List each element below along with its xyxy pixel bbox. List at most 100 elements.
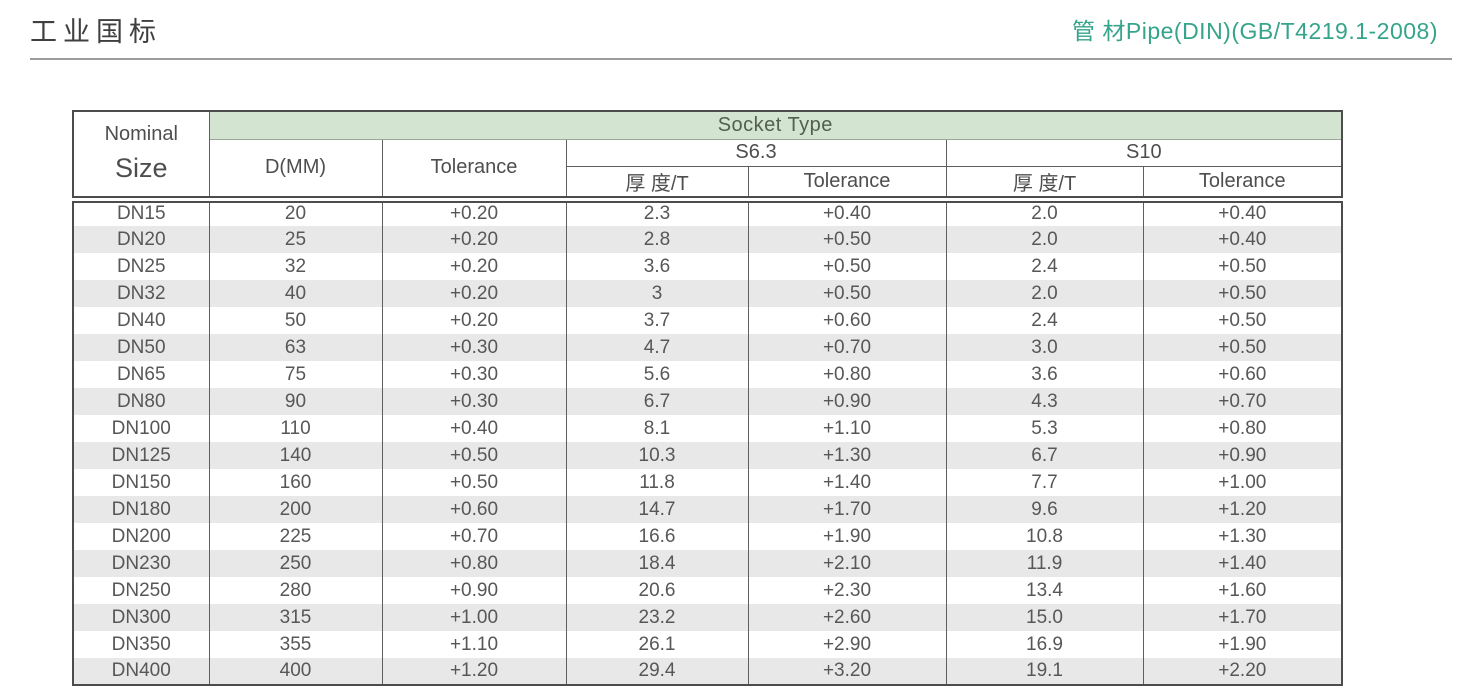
table-cell: +0.50: [381, 469, 567, 496]
table-row: DN350 355 +1.10 26.1 +2.90 16.9 +1.90: [72, 631, 1343, 658]
table-cell: 225: [208, 523, 383, 550]
table-cell: +0.20: [381, 253, 567, 280]
table-cell: 11.8: [565, 469, 749, 496]
table-row: DN80 90 +0.30 6.7 +0.90 4.3 +0.70: [72, 388, 1343, 415]
header-tolerance-s63: Tolerance: [747, 165, 947, 203]
table-cell: 200: [208, 496, 383, 523]
table-cell: 140: [208, 442, 383, 469]
table-cell: 5.6: [565, 361, 749, 388]
table-cell: 10.8: [945, 523, 1144, 550]
table-cell: +1.20: [381, 658, 567, 685]
table-row: DN32 40 +0.20 3 +0.50 2.0 +0.50: [72, 280, 1343, 307]
table-cell: +0.20: [381, 307, 567, 334]
table-cell: 75: [208, 361, 383, 388]
table-header: Nominal Size Socket Type D(MM) Tolerance…: [72, 110, 1343, 203]
table-cell: 2.3: [565, 199, 749, 226]
table-row: DN250 280 +0.90 20.6 +2.30 13.4 +1.60: [72, 577, 1343, 604]
table-cell: +0.40: [1142, 199, 1343, 226]
table-row: DN300 315 +1.00 23.2 +2.60 15.0 +1.70: [72, 604, 1343, 631]
table-cell: 16.9: [945, 631, 1144, 658]
table-cell: +0.70: [747, 334, 947, 361]
table-cell: 400: [208, 658, 383, 685]
table-cell: DN125: [72, 442, 210, 469]
table-row: DN125 140 +0.50 10.3 +1.30 6.7 +0.90: [72, 442, 1343, 469]
table-cell: 11.9: [945, 550, 1144, 577]
table-row: DN150 160 +0.50 11.8 +1.40 7.7 +1.00: [72, 469, 1343, 496]
table-cell: DN350: [72, 631, 210, 658]
table-row: DN100 110 +0.40 8.1 +1.10 5.3 +0.80: [72, 415, 1343, 442]
table-cell: 2.4: [945, 307, 1144, 334]
table-cell: 63: [208, 334, 383, 361]
table-cell: +0.50: [1142, 307, 1343, 334]
table-cell: DN150: [72, 469, 210, 496]
spec-table: Nominal Size Socket Type D(MM) Tolerance…: [72, 110, 1344, 686]
table-cell: DN400: [72, 658, 210, 685]
table-cell: 5.3: [945, 415, 1144, 442]
table-cell: 2.4: [945, 253, 1144, 280]
table-cell: 14.7: [565, 496, 749, 523]
table-cell: +0.70: [381, 523, 567, 550]
table-cell: +0.40: [381, 415, 567, 442]
table-cell: +2.10: [747, 550, 947, 577]
table-cell: 2.0: [945, 280, 1144, 307]
header-d-mm: D(MM): [208, 138, 383, 203]
table-cell: 2.8: [565, 226, 749, 253]
table-cell: DN32: [72, 280, 210, 307]
table-cell: 355: [208, 631, 383, 658]
table-cell: DN80: [72, 388, 210, 415]
table-cell: 6.7: [565, 388, 749, 415]
table-cell: +0.30: [381, 388, 567, 415]
table-cell: +0.50: [747, 253, 947, 280]
table-cell: 6.7: [945, 442, 1144, 469]
table-cell: +0.50: [1142, 253, 1343, 280]
header-s63: S6.3: [565, 138, 947, 167]
table-cell: 160: [208, 469, 383, 496]
table-container: Nominal Size Socket Type D(MM) Tolerance…: [72, 110, 1460, 686]
table-cell: +0.60: [1142, 361, 1343, 388]
table-cell: +1.60: [1142, 577, 1343, 604]
table-cell: DN180: [72, 496, 210, 523]
table-cell: 50: [208, 307, 383, 334]
table-cell: +1.90: [1142, 631, 1343, 658]
header-tolerance-d: Tolerance: [381, 138, 567, 203]
table-cell: DN230: [72, 550, 210, 577]
table-cell: DN65: [72, 361, 210, 388]
table-row: DN15 20 +0.20 2.3 +0.40 2.0 +0.40: [72, 199, 1343, 226]
table-cell: 40: [208, 280, 383, 307]
table-cell: DN300: [72, 604, 210, 631]
table-cell: +1.10: [381, 631, 567, 658]
table-cell: 19.1: [945, 658, 1144, 685]
table-cell: +0.30: [381, 361, 567, 388]
page-subtitle: 管 材Pipe(DIN)(GB/T4219.1-2008): [1071, 18, 1438, 44]
table-cell: 4.3: [945, 388, 1144, 415]
table-cell: 15.0: [945, 604, 1144, 631]
table-cell: +1.40: [1142, 550, 1343, 577]
table-cell: +3.20: [747, 658, 947, 685]
table-cell: +0.20: [381, 199, 567, 226]
table-cell: +1.00: [381, 604, 567, 631]
page-header: 工业国标 管 材Pipe(DIN)(GB/T4219.1-2008): [30, 0, 1452, 60]
table-cell: 13.4: [945, 577, 1144, 604]
table-row: DN20 25 +0.20 2.8 +0.50 2.0 +0.40: [72, 226, 1343, 253]
table-cell: +0.50: [1142, 280, 1343, 307]
table-cell: DN15: [72, 199, 210, 226]
table-cell: 18.4: [565, 550, 749, 577]
table-cell: 29.4: [565, 658, 749, 685]
header-nominal-line2: Size: [114, 153, 168, 184]
table-cell: +0.20: [381, 226, 567, 253]
header-socket-type: Socket Type: [208, 110, 1343, 140]
table-cell: +0.50: [747, 280, 947, 307]
table-cell: +0.90: [747, 388, 947, 415]
table-cell: +0.60: [381, 496, 567, 523]
table-cell: DN20: [72, 226, 210, 253]
table-cell: 3.6: [565, 253, 749, 280]
table-row: DN65 75 +0.30 5.6 +0.80 3.6 +0.60: [72, 361, 1343, 388]
header-nominal-size: Nominal Size: [72, 110, 210, 203]
table-cell: +0.90: [1142, 442, 1343, 469]
table-cell: 7.7: [945, 469, 1144, 496]
table-cell: +0.20: [381, 280, 567, 307]
table-cell: +1.00: [1142, 469, 1343, 496]
table-cell: +0.50: [747, 226, 947, 253]
table-cell: DN250: [72, 577, 210, 604]
table-cell: 3.0: [945, 334, 1144, 361]
